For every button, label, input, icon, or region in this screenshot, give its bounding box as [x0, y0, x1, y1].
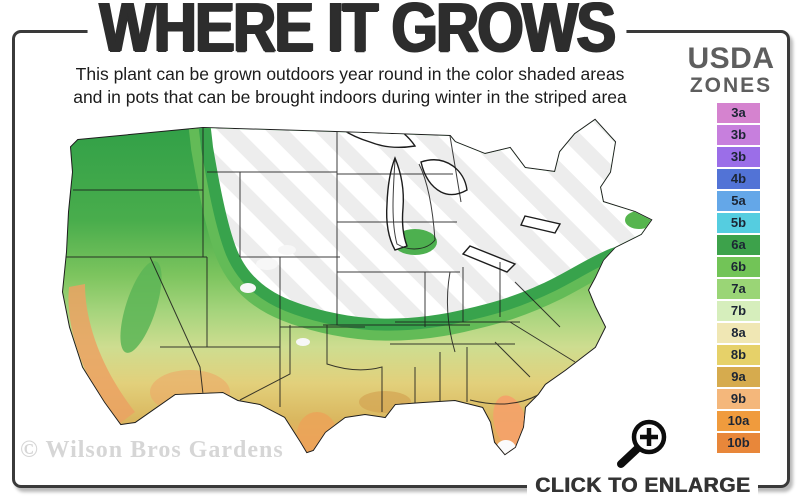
legend-zone-6b: 6b [717, 257, 760, 277]
rockies-white-pocket [256, 258, 278, 270]
legend-zone-10b: 10b [717, 433, 760, 453]
lake-michigan [385, 156, 408, 251]
usda-zones-legend: 3a 3b 3b 4b 5a 5b 6a 6b 7a 7b 8a 8b 9a 9b 10a 10b [717, 103, 760, 455]
watermark: © Wilson Bros Gardens [20, 437, 284, 463]
click-to-enlarge-label[interactable]: CLICK TO ENLARGE [527, 474, 759, 498]
legend-zone-9a: 9a [717, 367, 760, 387]
legend-title-usda: USDA [687, 42, 775, 75]
legend-zone-7a: 7a [717, 279, 760, 299]
central-florida-peach [493, 395, 527, 449]
lake-erie [461, 245, 517, 273]
legend-zone-8a: 8a [717, 323, 760, 343]
legend-zone-3a: 3a [717, 103, 760, 123]
sierra-green-patch [120, 261, 162, 353]
usa-zone-map-svg [61, 118, 653, 456]
legend-zone-9b: 9b [717, 389, 760, 409]
south-texas-orange [297, 412, 337, 454]
new-mexico-white-pocket [296, 338, 310, 346]
legend-zone-8b: 8b [717, 345, 760, 365]
subtitle-line-1: This plant can be grown outdoors year ro… [75, 64, 625, 84]
legend-zone-7b: 7b [717, 301, 760, 321]
legend-zone-5a: 5a [717, 191, 760, 211]
legend-zone-3b: 3b [717, 125, 760, 145]
legend-title-zones: ZONES [689, 74, 773, 97]
legend-zone-10a: 10a [717, 411, 760, 431]
legend-zone-4b: 4b [717, 169, 760, 189]
rockies-white-pocket [278, 245, 296, 255]
subtitle-line-2: and in pots that can be brought indoors … [73, 87, 627, 108]
legend-title: USDA ZONES [672, 44, 790, 98]
usa-zone-map[interactable] [55, 112, 675, 479]
rockies-white-pocket [240, 283, 256, 293]
subtitle: This plant can be grown outdoors year ro… [30, 63, 670, 109]
california-coast-orange [68, 284, 135, 424]
arizona-orange-patch [150, 370, 230, 414]
legend-zone-5b: 5b [717, 213, 760, 233]
legend-zone-6a: 6a [717, 235, 760, 255]
magnifier-zoom-icon[interactable] [603, 412, 679, 475]
lake-ontario [520, 215, 562, 234]
legend-zone-3b: 3b [717, 147, 760, 167]
striped-unshaded-region [181, 120, 651, 341]
page-title: WHERE IT GROWS [87, 0, 627, 62]
louisiana-gold-patch [359, 391, 411, 413]
